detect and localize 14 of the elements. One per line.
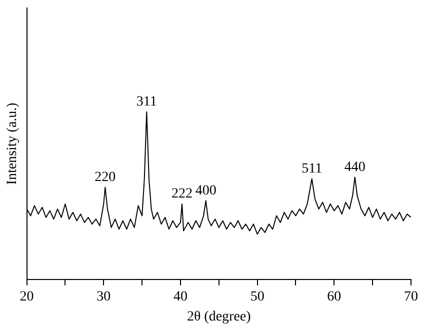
annotation: 220 [94,170,116,185]
x-tick-label: 70 [404,289,418,304]
x-tick-label: 30 [96,289,111,304]
x-tick-label: 40 [173,289,188,304]
annotation: 511 [302,162,322,177]
annotation: 400 [195,183,216,198]
x-tick-label: 60 [327,289,342,304]
annotation: 222 [172,186,193,202]
annotation: 311 [136,94,157,110]
y-axis-title: Intensity (a.u.) [5,102,20,185]
x-tick-label: 50 [250,289,264,304]
annotation: 440 [344,160,366,175]
x-tick-label: 20 [20,289,34,304]
x-axis-title: 2θ (degree) [186,309,252,324]
